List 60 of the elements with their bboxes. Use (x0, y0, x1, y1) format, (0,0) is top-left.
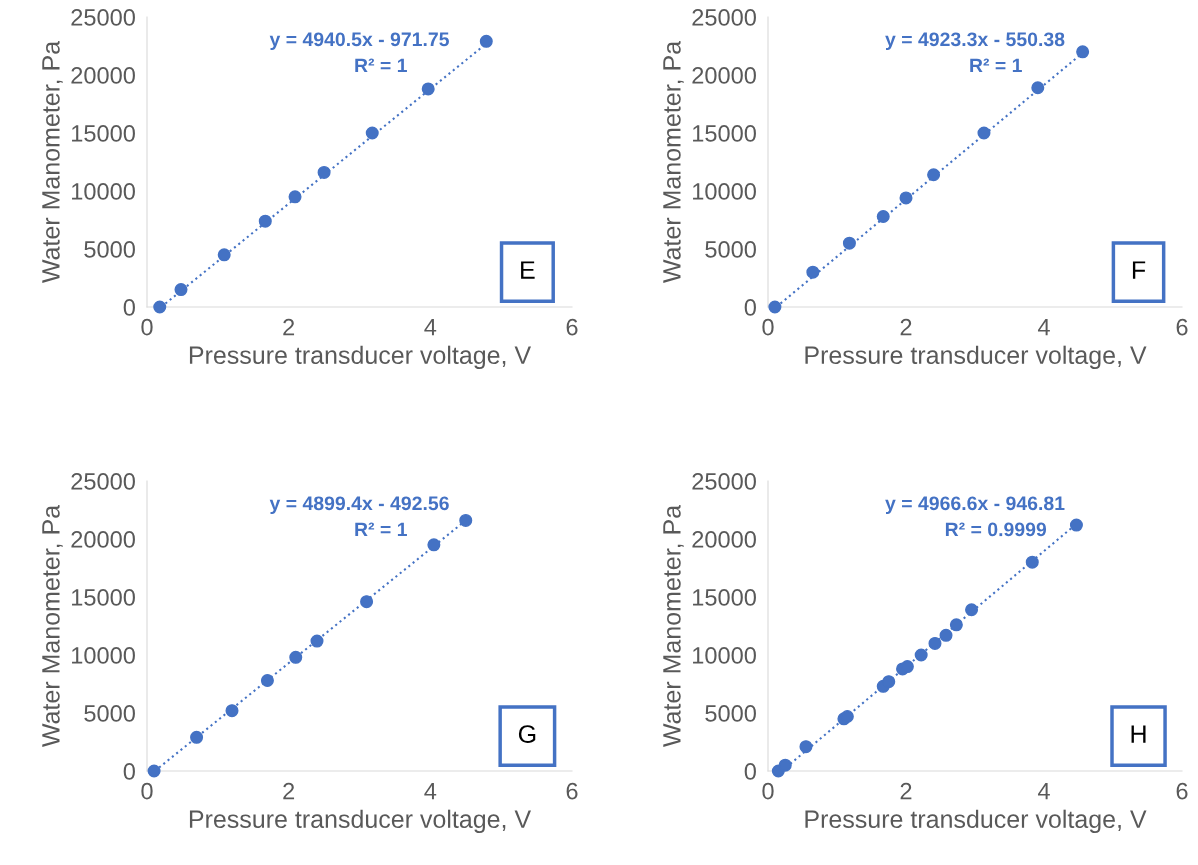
y-axis-title: Water Manometer, Pa (42, 504, 63, 747)
y-tick-label: 5000 (84, 705, 135, 722)
y-tick-label: 25000 (71, 473, 135, 490)
y-tick-label: 15000 (72, 125, 135, 142)
x-tick-label: 0 (762, 318, 774, 336)
x-axis-title: Pressure transducer voltage, V (189, 345, 532, 369)
y-tick-label: 20000 (692, 67, 756, 84)
y-axis-title: Water Manometer, Pa (42, 40, 63, 283)
x-tick-label: 2 (283, 782, 295, 800)
x-tick-label: 2 (900, 782, 912, 800)
annotation: R² = 1 (355, 522, 407, 537)
y-tick-label: 10000 (72, 647, 135, 664)
y-tick-label: 25000 (71, 9, 135, 26)
y-tick-label: 5000 (705, 241, 756, 258)
annotation: y = 4940.5x - 971.75 (269, 32, 449, 51)
x-tick-label: 2 (900, 318, 912, 336)
y-axis-title: Water Manometer, Pa (663, 504, 684, 747)
annotation: R² = 1 (970, 58, 1022, 73)
x-tick-label: 4 (424, 782, 437, 800)
annotation: G (518, 725, 536, 743)
annotation: F (1132, 261, 1146, 279)
x-tick-label: 6 (566, 782, 578, 800)
y-tick-label: 20000 (692, 531, 756, 548)
x-tick-label: 0 (141, 318, 153, 336)
y-tick-label: 15000 (693, 589, 756, 606)
y-axis-title: Water Manometer, Pa (663, 40, 684, 283)
y-tick-label: 25000 (692, 473, 756, 490)
x-tick-label: 0 (141, 782, 153, 800)
x-tick-label: 6 (1176, 782, 1188, 800)
annotation: R² = 0.9999 (945, 522, 1047, 537)
x-axis-title: Pressure transducer voltage, V (805, 345, 1147, 369)
annotation: R² = 1 (355, 58, 407, 73)
y-tick-label: 0 (744, 763, 756, 780)
annotation: y = 4899.4x - 492.56 (269, 496, 449, 515)
y-tick-label: 15000 (72, 589, 135, 606)
y-tick-label: 5000 (84, 241, 135, 258)
x-tick-label: 6 (1176, 318, 1188, 336)
y-tick-label: 25000 (692, 9, 756, 26)
annotation: E (521, 261, 535, 279)
y-tick-label: 10000 (693, 647, 756, 664)
y-tick-label: 0 (744, 299, 756, 316)
x-tick-label: 2 (283, 318, 295, 336)
x-tick-label: 4 (424, 318, 437, 336)
y-tick-label: 5000 (705, 705, 756, 722)
x-axis-title: Pressure transducer voltage, V (805, 809, 1147, 833)
x-axis-title: Pressure transducer voltage, V (189, 809, 532, 833)
y-tick-label: 10000 (72, 183, 135, 200)
y-tick-label: 0 (123, 763, 135, 780)
y-tick-label: 0 (123, 299, 135, 316)
annotation: y = 4966.6x - 946.81 (885, 496, 1065, 515)
x-tick-label: 4 (1037, 318, 1050, 336)
x-tick-label: 4 (1037, 782, 1050, 800)
y-tick-label: 10000 (693, 183, 756, 200)
x-tick-label: 6 (566, 318, 578, 336)
x-tick-label: 0 (762, 782, 774, 800)
annotation: H (1131, 725, 1146, 743)
y-tick-label: 20000 (71, 67, 135, 84)
annotation: y = 4923.3x - 550.38 (885, 32, 1065, 51)
y-tick-label: 20000 (71, 531, 135, 548)
y-tick-label: 15000 (693, 125, 756, 142)
